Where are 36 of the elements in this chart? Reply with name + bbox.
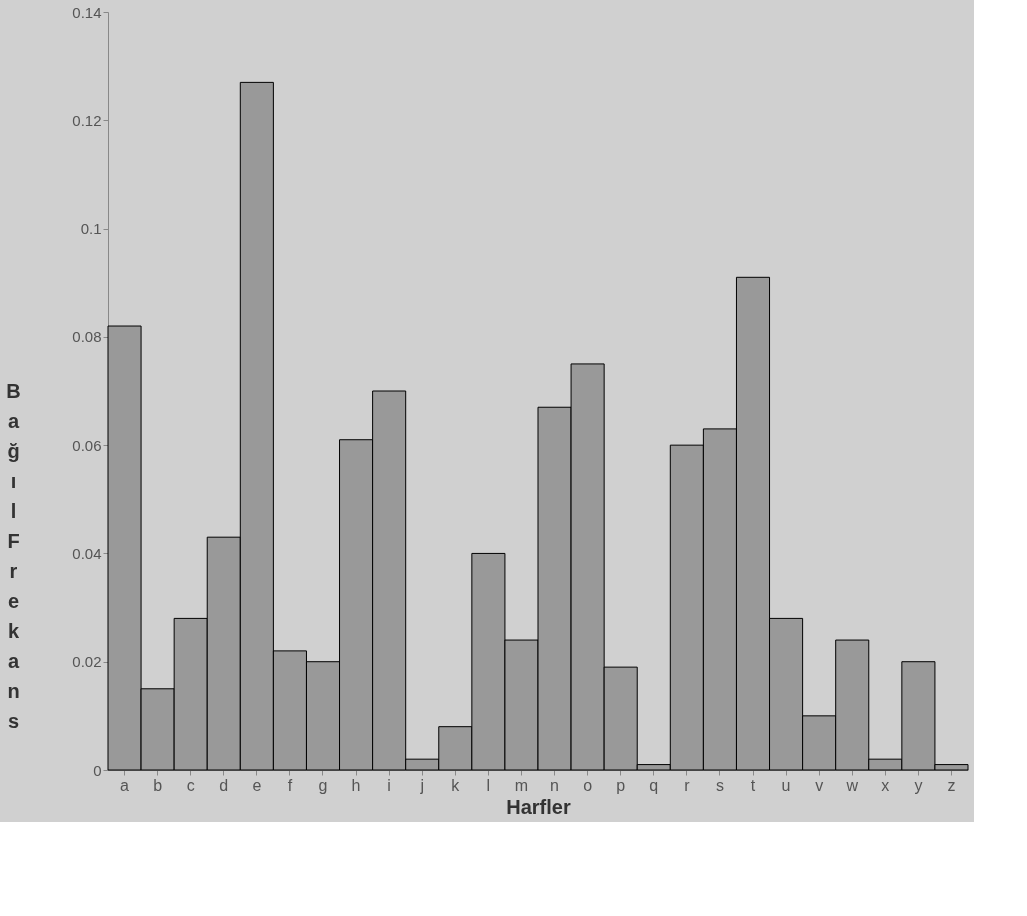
x-tick-label: b xyxy=(153,776,163,794)
y-tick-label: 0.06 xyxy=(72,436,102,454)
x-tick-label: p xyxy=(616,776,626,794)
x-tick-label: n xyxy=(550,776,559,794)
y-tick-label: 0.04 xyxy=(72,544,102,562)
y-tick-label: 0.1 xyxy=(80,220,102,238)
x-tick-label: j xyxy=(419,776,425,794)
x-tick-label: z xyxy=(947,776,956,794)
y-tick-label: 0 xyxy=(93,761,102,779)
x-tick-label: i xyxy=(387,776,391,794)
x-tick-label: w xyxy=(845,776,859,794)
x-tick-label: e xyxy=(252,776,262,794)
x-tick-label: s xyxy=(715,776,724,794)
x-tick-label: g xyxy=(318,776,328,794)
x-tick-label: u xyxy=(781,776,791,794)
x-tick-label: x xyxy=(881,776,890,794)
x-tick-label: h xyxy=(351,776,361,794)
x-tick-label: v xyxy=(815,776,824,794)
x-tick-label: t xyxy=(750,776,756,794)
x-tick-label: k xyxy=(451,776,461,794)
y-tick-label: 0.02 xyxy=(72,653,102,671)
x-tick-label: c xyxy=(186,776,195,794)
x-tick-label: a xyxy=(120,776,130,794)
x-tick-label: q xyxy=(649,776,659,794)
y-tick-label: 0.08 xyxy=(72,328,102,346)
x-tick-label: m xyxy=(514,776,529,794)
x-axis-title: Harfler xyxy=(506,795,571,818)
y-tick-label: 0.12 xyxy=(72,111,102,129)
y-tick-label: 0.14 xyxy=(72,3,102,21)
x-tick-label: o xyxy=(583,776,593,794)
x-tick-label: d xyxy=(219,776,229,794)
x-tick-label: y xyxy=(914,776,923,794)
x-tick-label: r xyxy=(684,776,691,794)
x-tick-label: l xyxy=(486,776,491,794)
x-tick-label: f xyxy=(287,776,293,794)
text: Bağıl Frekans xyxy=(6,379,21,732)
